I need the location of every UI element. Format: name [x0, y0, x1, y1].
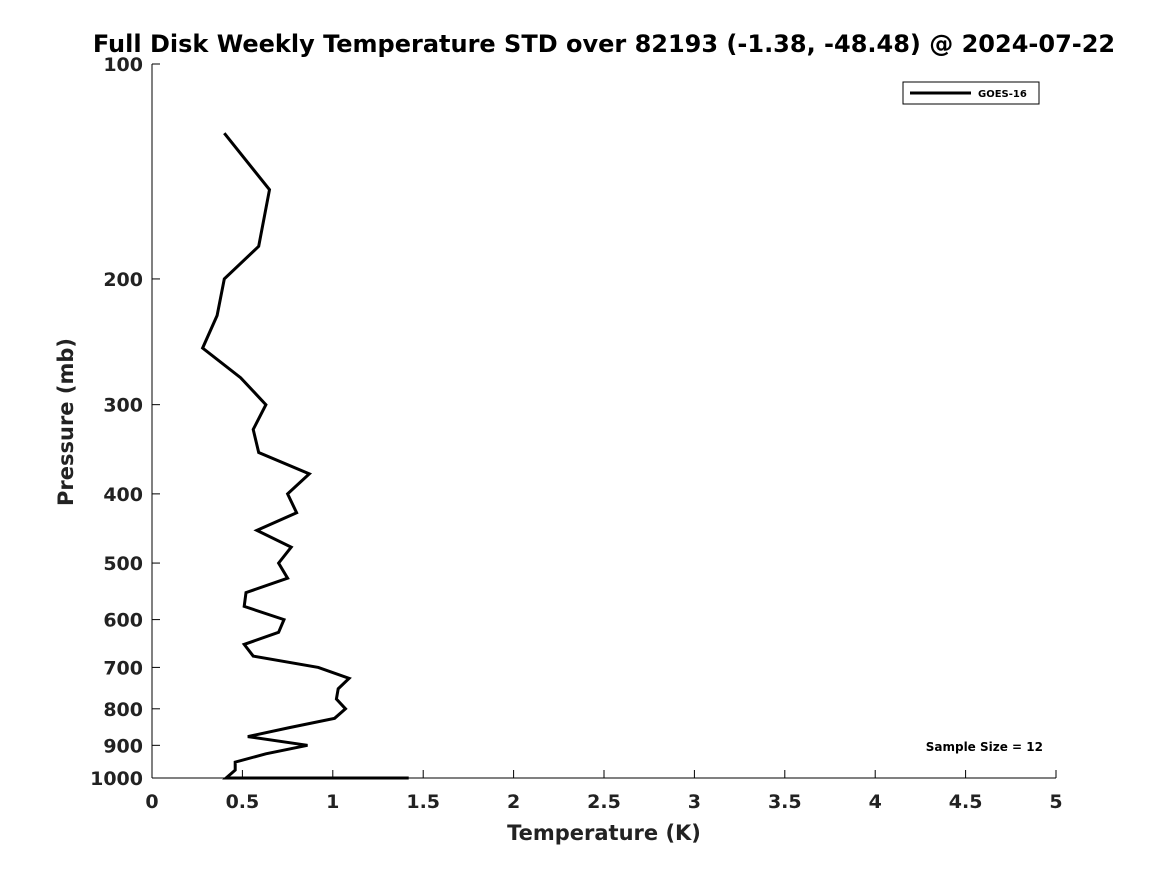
- series-layer: [200, 132, 409, 780]
- y-axis-label: Pressure (mb): [54, 338, 78, 506]
- x-axis-ticks: 0 0.5 1 1.5 2 2.5 3 3.5 4 4.5 5: [145, 770, 1063, 813]
- sample-size-annotation: Sample Size = 12: [926, 740, 1043, 754]
- series-line-goes-16: [200, 132, 409, 780]
- x-tick-label: 3: [688, 791, 701, 813]
- y-tick-label: 200: [103, 269, 143, 291]
- legend-label-goes-16: GOES-16: [978, 89, 1027, 100]
- x-axis-label: Temperature (K): [507, 821, 701, 845]
- y-tick-label: 1000: [90, 768, 143, 790]
- x-tick-label: 4.5: [949, 791, 983, 813]
- x-tick-label: 0: [145, 791, 158, 813]
- y-tick-label: 700: [103, 657, 143, 679]
- y-tick-label: 400: [103, 484, 143, 506]
- x-tick-label: 2: [507, 791, 520, 813]
- x-tick-label: 4: [869, 791, 882, 813]
- x-tick-label: 1: [326, 791, 339, 813]
- y-tick-label: 100: [103, 54, 143, 76]
- chart-title: Full Disk Weekly Temperature STD over 82…: [93, 30, 1115, 58]
- y-tick-label: 900: [103, 735, 143, 757]
- legend: GOES-16: [902, 81, 1040, 105]
- x-tick-label: 3.5: [768, 791, 802, 813]
- y-axis-ticks: 100 200 300 400 500 600 700 800 900 1000: [90, 54, 160, 790]
- x-tick-label: 2.5: [587, 791, 621, 813]
- y-tick-label: 500: [103, 553, 143, 575]
- x-tick-label: 0.5: [226, 791, 260, 813]
- y-tick-label: 600: [103, 610, 143, 632]
- y-tick-label: 300: [103, 395, 143, 417]
- y-tick-label: 800: [103, 699, 143, 721]
- x-tick-label: 1.5: [406, 791, 440, 813]
- x-tick-label: 5: [1049, 791, 1062, 813]
